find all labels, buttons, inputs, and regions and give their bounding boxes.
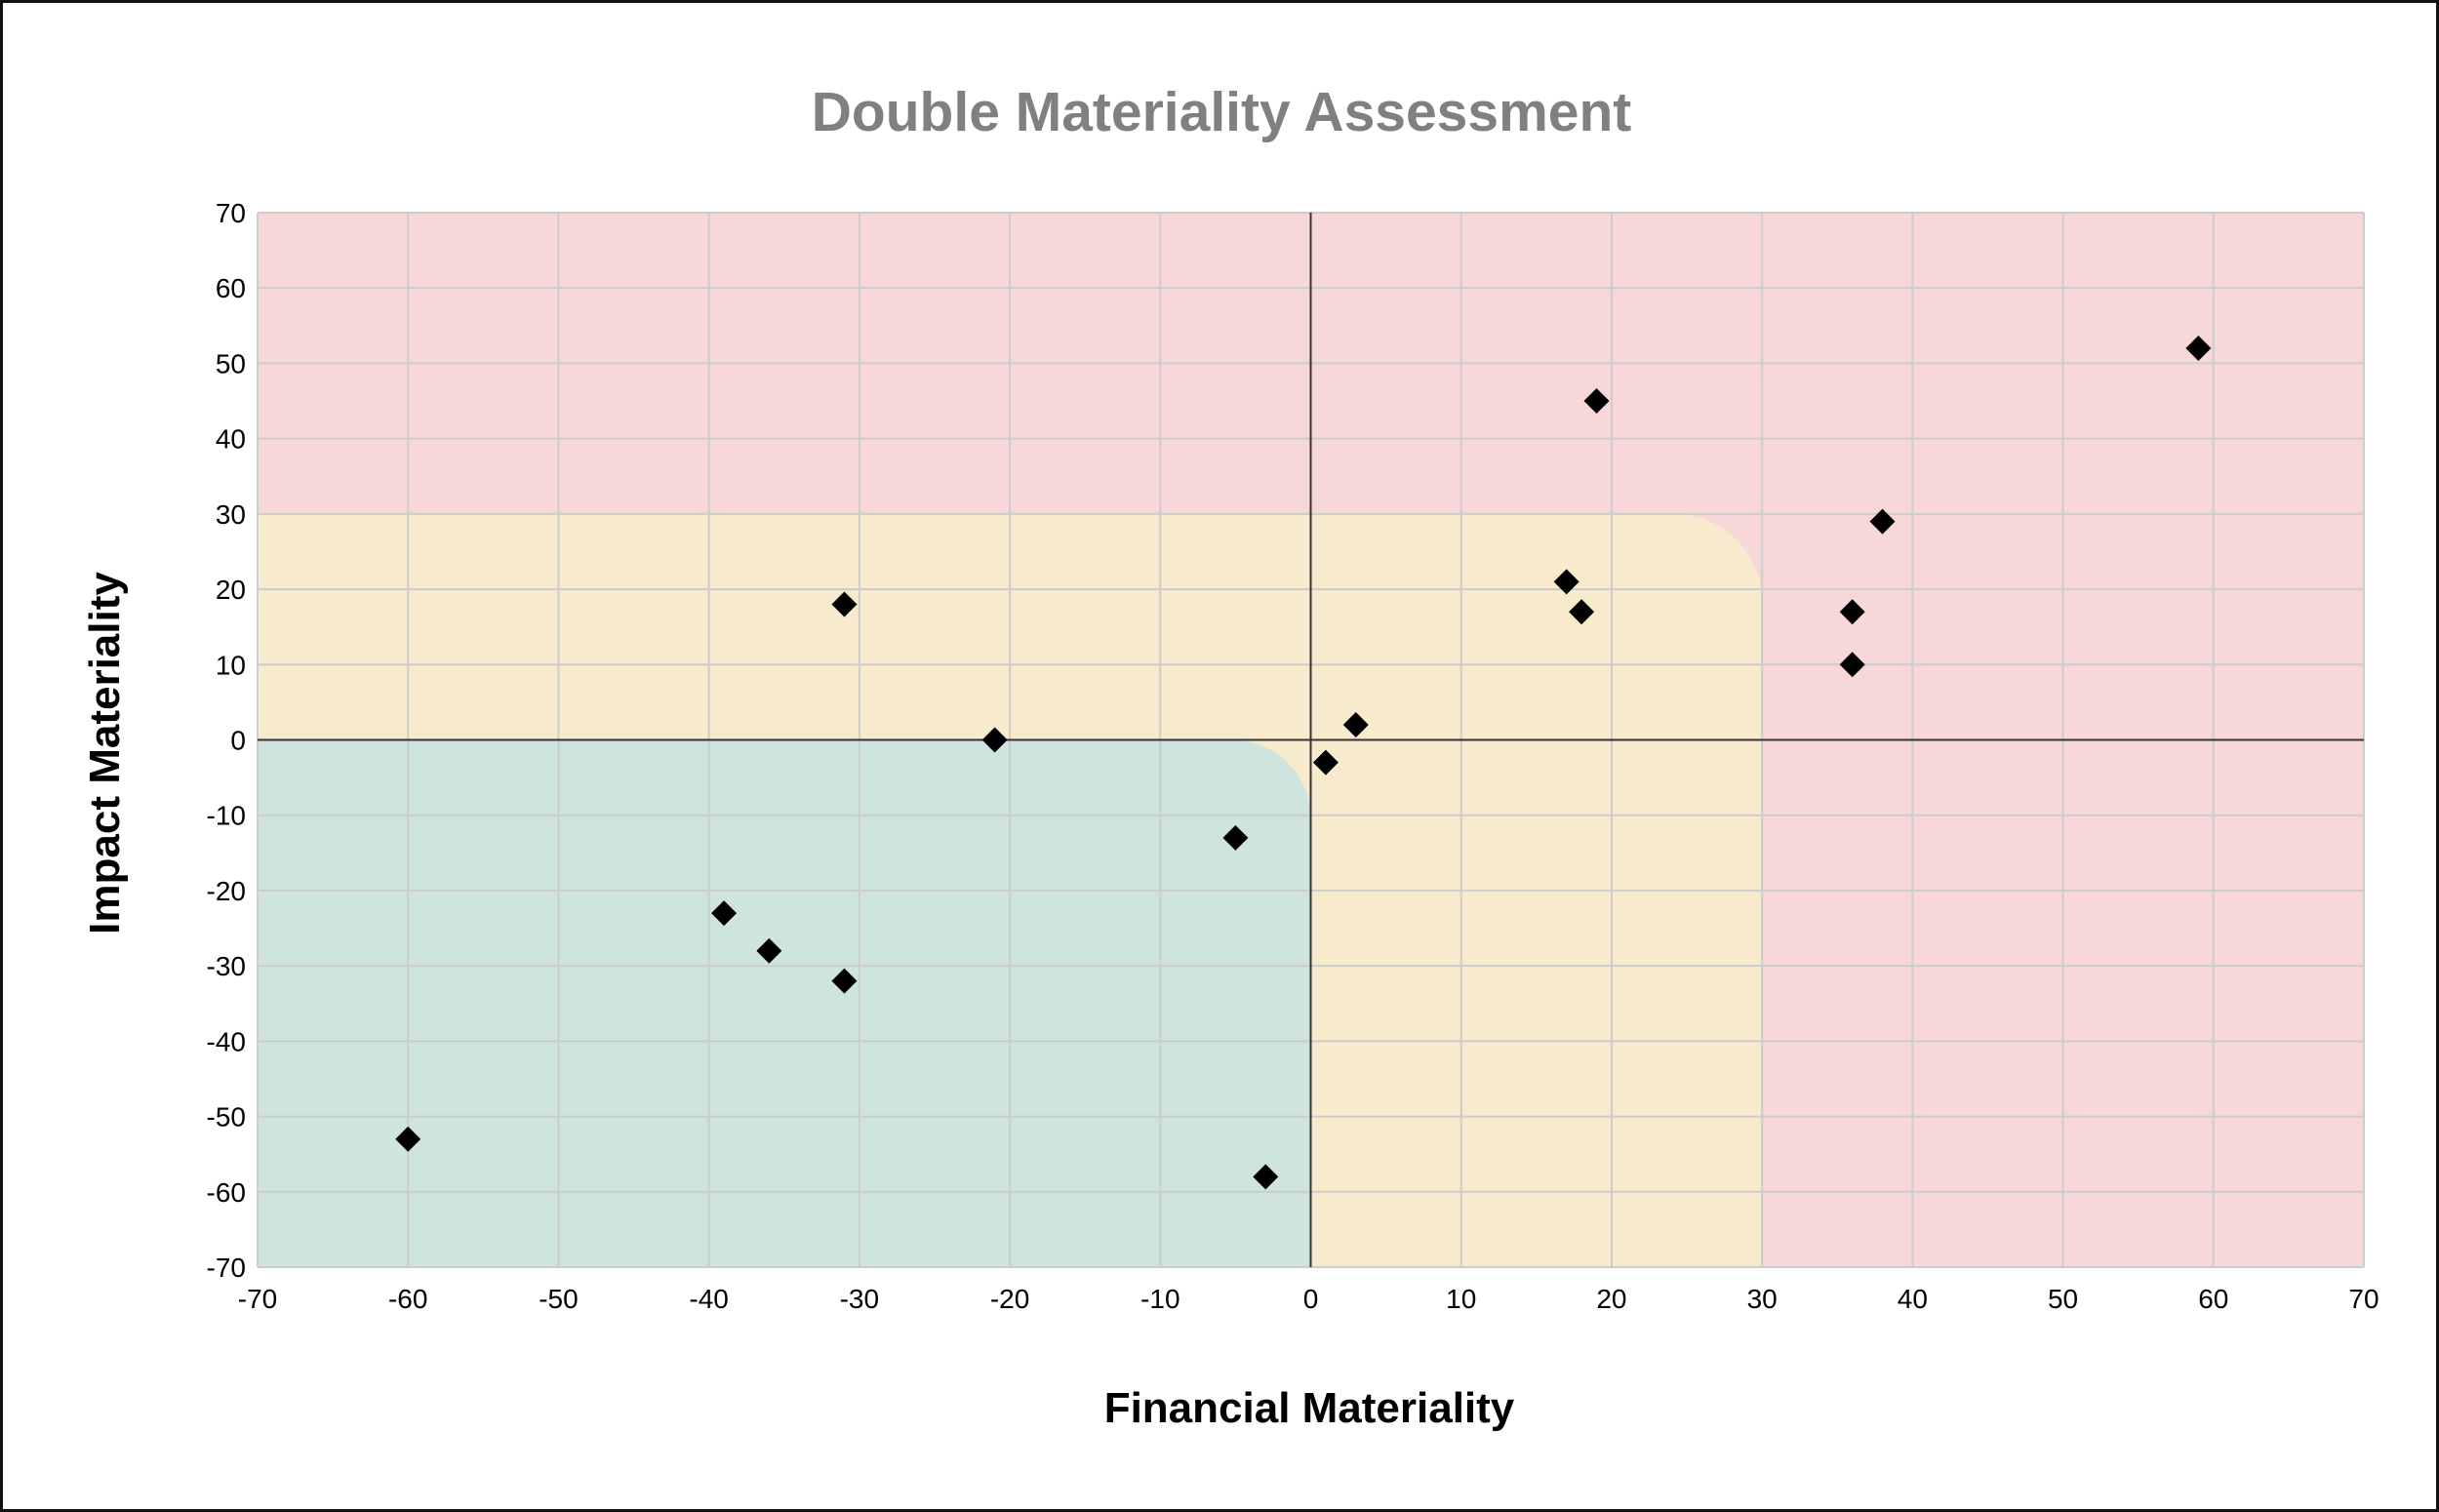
x-tick-label: 40	[1898, 1284, 1928, 1314]
data-point	[1839, 599, 1865, 625]
x-tick-label: -50	[539, 1284, 578, 1314]
data-point	[1342, 712, 1369, 738]
x-tick-label: -70	[238, 1284, 277, 1314]
data-point	[1312, 749, 1339, 776]
y-tick-label: 10	[216, 650, 246, 680]
chart-title: Double Materiality Assessment	[812, 81, 1632, 143]
x-tick-label: 60	[2198, 1284, 2228, 1314]
y-tick-label: -10	[207, 801, 246, 831]
y-tick-label: -50	[207, 1102, 246, 1133]
y-tick-label: 60	[216, 273, 246, 303]
data-point	[1869, 508, 1896, 535]
x-tick-label: 70	[2348, 1284, 2379, 1314]
x-tick-label: -40	[689, 1284, 728, 1314]
data-point	[2185, 335, 2212, 361]
plot-area: -70 -60 -50 -40 -30 -20 -10 0 10 20 30 40 50 60 70 -70 -…	[207, 198, 2379, 1314]
data-point	[1569, 599, 1595, 625]
y-tick-label: -70	[207, 1253, 246, 1283]
y-axis-title: Impact Materiality	[81, 572, 129, 935]
y-tick-label: 40	[216, 424, 246, 455]
x-tick-label: 50	[2048, 1284, 2078, 1314]
y-tick-label: -20	[207, 876, 246, 906]
y-tick-label: 50	[216, 348, 246, 378]
data-point	[1222, 824, 1249, 851]
x-tick-label: -10	[1140, 1284, 1180, 1314]
data-point	[1553, 569, 1579, 595]
data-point	[395, 1126, 421, 1152]
x-axis-title: Financial Materiality	[1104, 1384, 1515, 1432]
y-tick-label: 30	[216, 499, 246, 530]
data-point	[1839, 652, 1865, 678]
y-tick-label: -60	[207, 1177, 246, 1208]
y-tick-label: 20	[216, 575, 246, 605]
x-tick-label: -60	[388, 1284, 427, 1314]
y-tick-label: -30	[207, 951, 246, 981]
y-tick-label: -40	[207, 1026, 246, 1056]
data-point	[831, 591, 858, 617]
x-tick-label: -30	[840, 1284, 879, 1314]
data-point	[1253, 1164, 1279, 1190]
x-tick-label: 30	[1747, 1284, 1778, 1314]
x-tick-label: 0	[1303, 1284, 1319, 1314]
y-tick-label: 0	[230, 726, 246, 756]
x-tick-label: 20	[1596, 1284, 1626, 1314]
x-tick-label: 10	[1446, 1284, 1476, 1314]
data-point	[1583, 388, 1610, 415]
data-point	[711, 900, 738, 927]
zone-low	[258, 739, 1311, 1267]
y-tick-label: 70	[216, 198, 246, 228]
x-tick-label: -20	[990, 1284, 1029, 1314]
data-point	[756, 937, 782, 964]
data-point	[981, 727, 1008, 753]
data-point	[831, 968, 858, 994]
